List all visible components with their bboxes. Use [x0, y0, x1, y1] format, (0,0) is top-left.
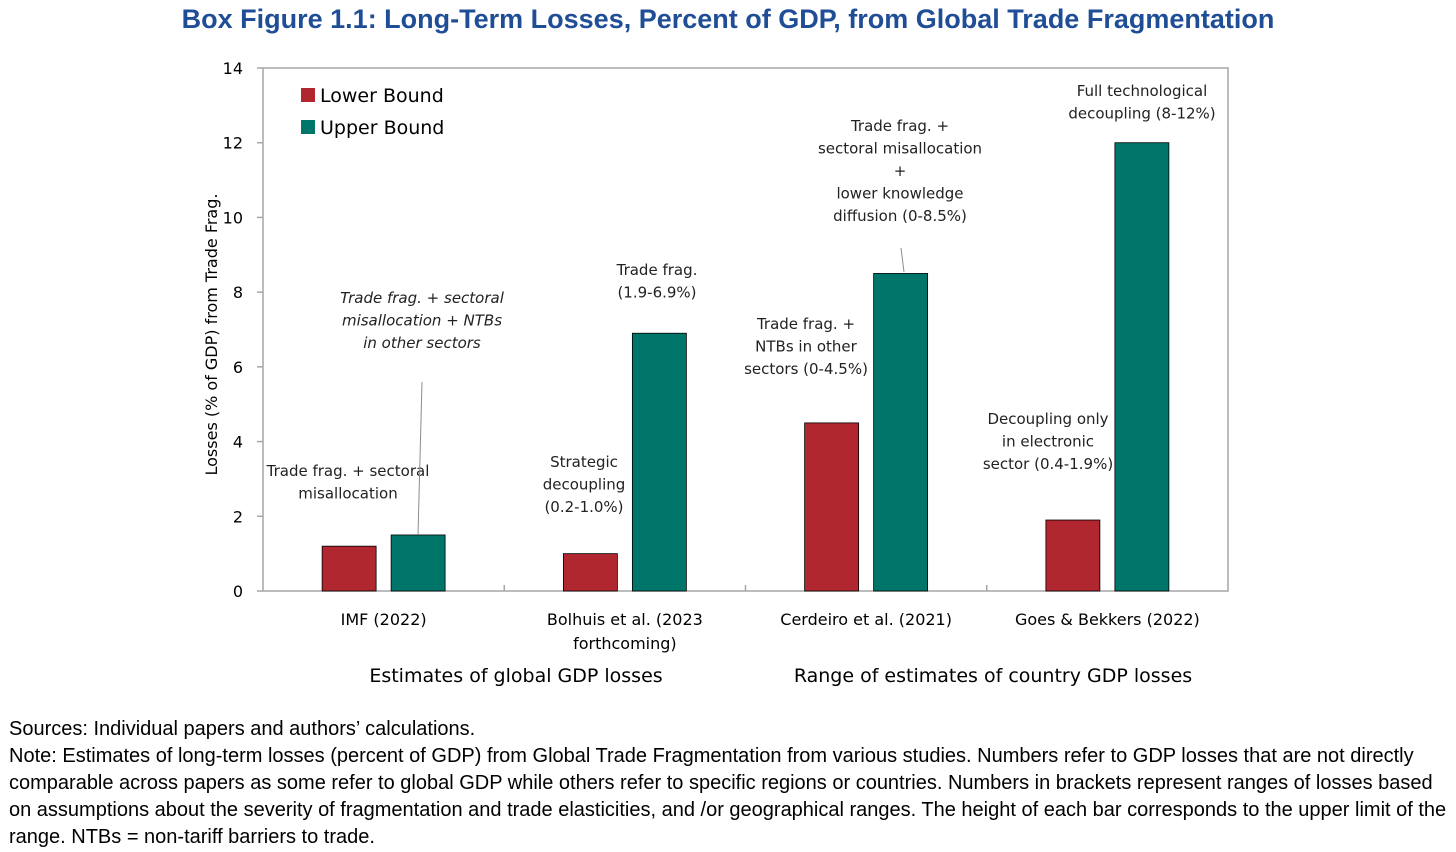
y-axis-label: Losses (% of GDP) from Trade Frag. [202, 194, 221, 476]
annotation-line: Trade frag. [616, 261, 698, 279]
y-tick-label: 0 [233, 582, 243, 601]
y-tick-label: 8 [233, 283, 243, 302]
annotation-line: Strategic [550, 453, 618, 471]
annotation-line: Full technological [1077, 82, 1208, 100]
bar-lower-3 [1045, 519, 1101, 592]
annotation-line: Trade frag. + sectoral [266, 462, 430, 480]
plot-border [262, 67, 1229, 592]
bar-upper-0 [390, 534, 446, 592]
annotation-line: diffusion (0-8.5%) [833, 207, 967, 225]
x-group-label: Range of estimates of country GDP losses [794, 665, 1192, 687]
annotation-line: Trade frag. + sectoral [340, 289, 505, 307]
legend-swatch [301, 120, 315, 134]
y-tick-label: 14 [223, 59, 243, 78]
bar-upper-1 [631, 332, 687, 592]
annotations: Trade frag. + sectoralmisallocationTrade… [266, 82, 1216, 536]
x-category-label: Bolhuis et al. (2023 [547, 610, 703, 629]
legend: Lower Bound Upper Bound [301, 85, 444, 139]
annotation: Trade frag. + sectoral misallocation + NT… [340, 289, 505, 536]
legend-label: Upper Bound [320, 117, 444, 139]
annotation-leader-line [417, 381, 423, 536]
note-text: Note: Estimates of long-term losses (per… [9, 745, 1447, 848]
bar-chart: 0 2 4 6 8 10 12 14 Losses (% of GDP) from Trade … [202, 59, 1229, 687]
bar-upper-2 [873, 273, 929, 592]
annotation: Strategic decoupling (0.2-1.0%) [543, 453, 626, 516]
bar-lower-0 [321, 545, 377, 592]
x-category-label: Cerdeiro et al. (2021) [780, 610, 952, 629]
plot-area [262, 67, 1229, 592]
legend-label: Lower Bound [320, 85, 444, 107]
x-category-label: forthcoming) [573, 634, 677, 653]
annotation-line: in electronic [1002, 433, 1094, 451]
x-category-label: IMF (2022) [341, 610, 427, 629]
annotation-line: in other sectors [363, 334, 481, 352]
bar-upper-3 [1114, 142, 1170, 592]
annotation-line: Decoupling only [987, 410, 1108, 428]
x-group-label: Estimates of global GDP losses [369, 665, 662, 687]
annotation-line: Trade frag. + [850, 117, 949, 135]
chart-title: Box Figure 1.1: Long-Term Losses, Percen… [181, 4, 1275, 34]
annotation: Trade frag. + sectoral misallocation + lowe… [818, 117, 982, 273]
annotation: Decoupling only in electronic sector (0.4-… [983, 410, 1113, 473]
annotation-line: misallocation + NTBs [342, 312, 502, 330]
annotation-line: sector (0.4-1.9%) [983, 455, 1113, 473]
annotation-line: Trade frag. + [756, 315, 855, 333]
bar-lower-1 [562, 553, 618, 592]
annotation-leader-line [900, 247, 905, 273]
x-category-label: Goes & Bekkers (2022) [1015, 610, 1200, 629]
annotation-line: NTBs in other [755, 338, 857, 356]
annotation: Full technological decoupling (8-12%) [1068, 82, 1215, 123]
annotation-line: + [894, 162, 907, 180]
y-tick-label: 6 [233, 358, 243, 377]
annotation-line: sectoral misallocation [818, 140, 982, 158]
legend-swatch [301, 88, 315, 102]
annotation: Trade frag. + NTBs in other sectors (0-4.5… [744, 315, 868, 378]
y-tick-label: 12 [223, 134, 243, 153]
y-axis: 0 2 4 6 8 10 12 14 Losses (% of GDP) from Trade … [202, 59, 263, 601]
annotation: Trade frag. (1.9-6.9%) [616, 261, 698, 302]
y-tick-label: 4 [233, 433, 243, 452]
x-axis: IMF (2022) Bolhuis et al. (2023 forthcomin… [341, 585, 1200, 687]
bars [321, 142, 1170, 592]
annotation-line: sectors (0-4.5%) [744, 360, 868, 378]
y-tick-label: 2 [233, 507, 243, 526]
annotation-line: decoupling (8-12%) [1068, 105, 1215, 123]
sources-text: Sources: Individual papers and authors’ … [9, 718, 476, 740]
annotation-line: decoupling [543, 476, 626, 494]
annotation-line: lower knowledge [836, 185, 963, 203]
annotation: Trade frag. + sectoral misallocation [266, 462, 430, 503]
y-tick-label: 10 [223, 208, 243, 227]
annotation-line: (0.2-1.0%) [544, 498, 623, 516]
annotation-line: (1.9-6.9%) [617, 284, 696, 302]
bar-lower-2 [804, 422, 860, 592]
annotation-line: misallocation [298, 485, 397, 503]
